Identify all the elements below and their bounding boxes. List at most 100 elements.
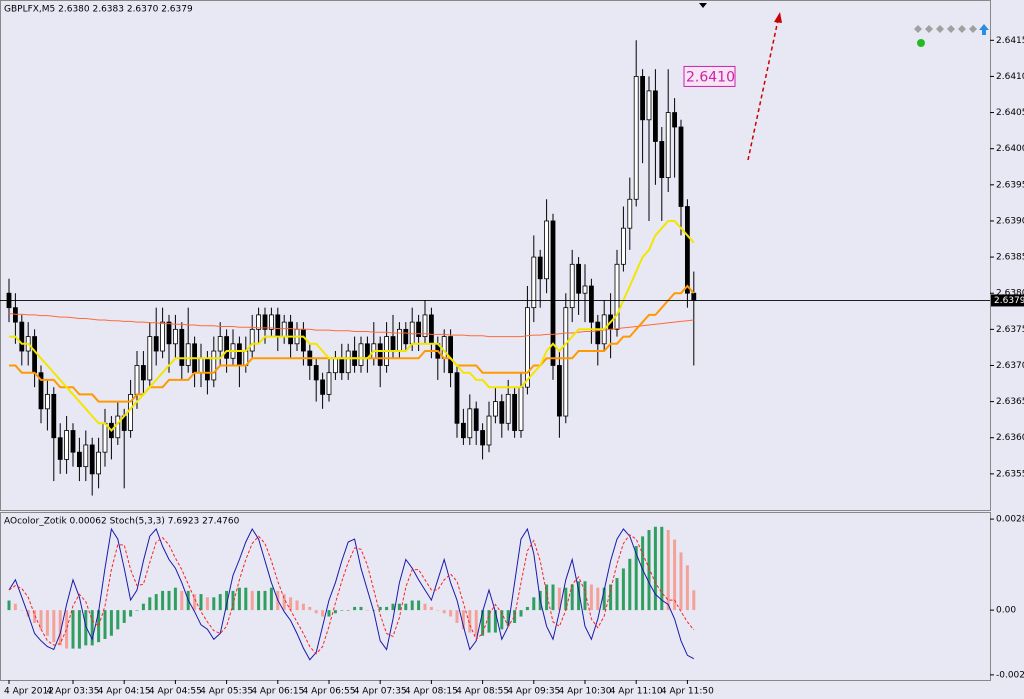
ao-bar	[385, 606, 389, 611]
candle-body	[448, 336, 454, 374]
candle-body	[268, 314, 274, 330]
candle-body	[249, 328, 255, 352]
ao-bar	[321, 610, 325, 617]
candle-body	[550, 220, 556, 366]
chart-title: GBPLFX,M5 2.6380 2.6383 2.6370 2.6379	[4, 5, 193, 15]
candle-body	[134, 365, 140, 395]
ao-bar	[673, 539, 677, 611]
ao-bar	[148, 597, 152, 611]
candle-body	[544, 220, 549, 280]
y-tick-label: 2.6365	[996, 397, 1024, 407]
candle-body	[166, 321, 172, 345]
annotation-box	[683, 65, 736, 87]
candle-body	[288, 321, 294, 345]
ao-bar	[525, 606, 529, 611]
ao-bar	[461, 610, 465, 630]
signal-diamonds	[914, 25, 977, 33]
candle-body	[102, 422, 108, 453]
candle-body	[454, 372, 460, 424]
candle-body	[345, 350, 351, 374]
ao-bar	[122, 610, 126, 623]
ao-bar	[90, 610, 94, 646]
ao-bar	[65, 610, 69, 649]
ao-bar	[84, 610, 88, 646]
ao-bar	[666, 529, 670, 611]
candle-body	[512, 393, 517, 431]
ao-bar	[692, 590, 696, 611]
y-tick-label: 0.00284	[996, 515, 1024, 525]
ao-bar	[365, 610, 369, 611]
ao-bar	[282, 594, 286, 611]
ao-bar	[180, 590, 184, 611]
y-tick-label: 2.6355	[996, 469, 1024, 479]
x-tick-label: 4 Apr 07:35	[354, 687, 407, 697]
ao-bar	[237, 587, 241, 611]
candle-body	[589, 285, 594, 323]
ao-bar	[647, 529, 651, 611]
ao-bar	[301, 603, 305, 611]
candle-body	[140, 365, 146, 381]
ao-bar	[161, 590, 165, 611]
ao-bar	[231, 590, 235, 611]
ao-bar	[679, 552, 683, 611]
ao-bar	[33, 610, 37, 623]
x-tick-label: 4 Apr 10:30	[559, 687, 612, 697]
ao-bar	[263, 590, 267, 611]
candle-body	[12, 307, 18, 323]
ao-bar	[423, 603, 427, 611]
trend-arrow	[747, 19, 779, 161]
ao-bar	[577, 581, 581, 611]
ao-bar	[615, 578, 619, 611]
ao-bar	[58, 610, 62, 646]
candle-body	[51, 393, 57, 439]
y-tick-label: 2.6405	[996, 108, 1024, 118]
candle-body	[160, 321, 166, 352]
ao-bar	[244, 587, 248, 611]
candle-body	[153, 336, 159, 352]
candle-body	[422, 314, 428, 337]
candle-body	[659, 141, 665, 178]
x-tick-label: 4 Apr 03:35	[47, 687, 100, 697]
candle-body	[441, 336, 447, 359]
ao-bar	[429, 606, 433, 611]
ao-bar	[410, 600, 414, 611]
x-tick-label: 4 Apr 09:35	[507, 687, 560, 697]
ao-bar	[116, 610, 120, 630]
y-tick-label: 0.00	[996, 606, 1016, 616]
ao-bar	[52, 610, 56, 643]
candle-body	[358, 343, 364, 366]
candle-body	[211, 350, 217, 381]
candle-body	[633, 76, 639, 200]
candle-body	[115, 415, 121, 439]
ao-bar	[257, 590, 261, 611]
ao-bar	[295, 600, 299, 611]
ao-bar	[289, 597, 293, 611]
ao-bar	[199, 594, 203, 611]
candle-body	[595, 321, 601, 345]
ao-bar	[13, 603, 17, 611]
ao-bar	[333, 610, 337, 614]
ao-bar	[506, 610, 510, 627]
ao-bar	[602, 587, 606, 611]
stochastic-line	[8, 534, 695, 655]
moving-average	[8, 312, 694, 338]
candle-body	[320, 379, 326, 395]
ao-bar	[353, 606, 357, 611]
ao-bar	[500, 610, 504, 630]
ao-bar	[519, 610, 523, 617]
ao-bar	[20, 610, 24, 611]
ao-bar	[218, 594, 222, 611]
candle-body	[275, 314, 281, 337]
y-tick-label: 2.6390	[996, 216, 1024, 226]
y-tick-label: 2.6400	[996, 144, 1024, 154]
candle-body	[224, 336, 230, 359]
ao-bar	[513, 610, 517, 623]
candle-body	[505, 393, 511, 424]
ao-bar	[129, 610, 133, 617]
ao-bar	[641, 536, 645, 611]
up-arrow-icon	[979, 24, 989, 35]
candle-body	[300, 328, 306, 352]
stochastic-line	[8, 527, 695, 661]
candle-body	[38, 372, 44, 410]
